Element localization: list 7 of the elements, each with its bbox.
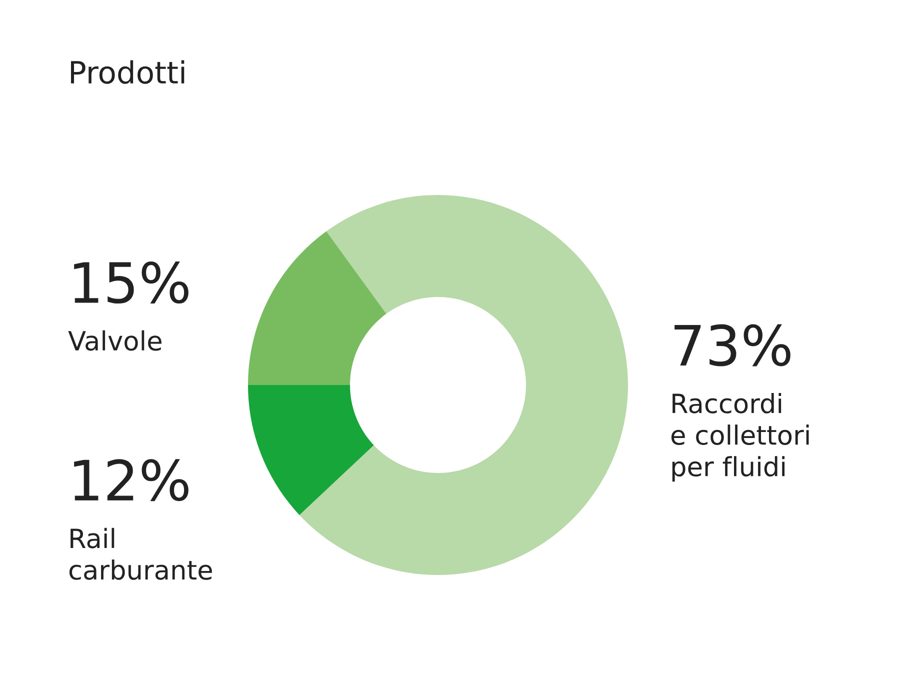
chart-title: Prodotti <box>71 60 184 84</box>
slice-label: Rail carburante <box>69 528 212 580</box>
slice-label: Raccordi e collettori per fluidi <box>671 393 809 482</box>
slice-label: Valvole <box>68 330 162 351</box>
data-label: 12% <box>74 459 188 502</box>
data-label: 15% <box>74 262 188 304</box>
data-label: 73% <box>674 324 790 366</box>
